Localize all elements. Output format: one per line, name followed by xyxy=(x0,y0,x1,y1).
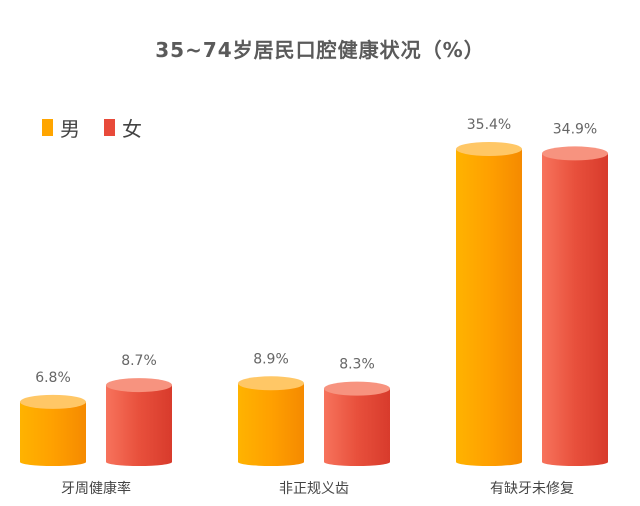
bar-body xyxy=(542,153,608,462)
legend-swatch-female xyxy=(104,119,115,136)
bar-bottom xyxy=(106,458,172,466)
bar-body xyxy=(106,385,172,462)
chart-title: 35~74岁居民口腔健康状况（%） xyxy=(155,38,485,62)
bar-top xyxy=(456,142,522,156)
category-label: 牙周健康率 xyxy=(61,480,131,497)
bar-body xyxy=(20,401,86,462)
bar-bottom xyxy=(324,458,390,466)
bar-top xyxy=(106,378,172,393)
bar-top xyxy=(542,146,608,161)
category-label: 有缺牙未修复 xyxy=(490,480,574,497)
legend-label-female: 女 xyxy=(122,117,142,141)
legend-item-male: 男 xyxy=(42,113,80,142)
bar-bottom xyxy=(238,458,304,466)
legend-label-male: 男 xyxy=(60,117,80,141)
category-label: 非正规义齿 xyxy=(279,481,349,497)
chart-legend: 男 女 xyxy=(42,113,166,142)
data-label: 8.7% xyxy=(121,353,157,369)
bar-top xyxy=(324,381,390,396)
bar-bottom xyxy=(542,458,608,466)
data-label: 6.8% xyxy=(35,370,71,386)
bar-male-2 xyxy=(456,142,522,466)
bar-bottom xyxy=(20,458,86,466)
data-label: 34.9% xyxy=(553,121,597,137)
legend-item-female: 女 xyxy=(104,113,142,142)
bar-top xyxy=(20,394,86,409)
bar-female-0 xyxy=(106,378,172,466)
data-label: 8.9% xyxy=(253,351,289,367)
bar-male-0 xyxy=(20,394,86,466)
bar-body xyxy=(324,388,390,462)
bar-female-1 xyxy=(324,381,390,466)
data-label: 35.4% xyxy=(467,117,511,133)
bar-top xyxy=(238,376,304,391)
bar-male-1 xyxy=(238,376,304,466)
legend-swatch-male xyxy=(42,119,53,136)
bar-bottom xyxy=(456,458,522,466)
data-label: 8.3% xyxy=(339,357,375,373)
bar-body xyxy=(456,149,522,462)
bar-female-2 xyxy=(542,146,608,466)
bar-body xyxy=(238,383,304,462)
